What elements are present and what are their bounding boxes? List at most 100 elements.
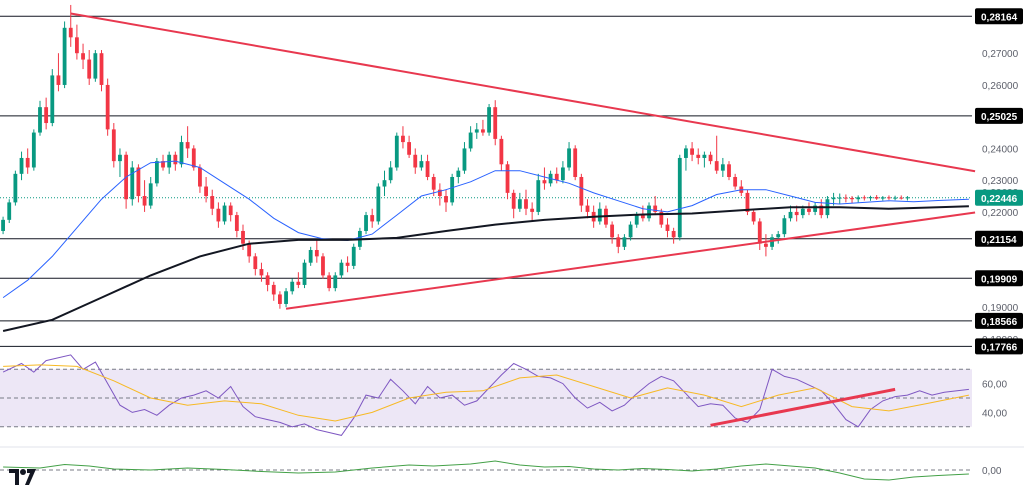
candle-body [764, 243, 768, 247]
candle-body [50, 75, 55, 124]
candle-body [308, 250, 313, 263]
candle-body [819, 205, 824, 216]
candle-body [241, 230, 245, 244]
level-tag-label: 0,19909 [981, 274, 1018, 285]
candle-body [880, 197, 885, 199]
candle-body [345, 262, 350, 266]
candle-body [370, 215, 375, 222]
candle-body [640, 215, 645, 219]
candle-body [567, 148, 571, 168]
candle-body [714, 161, 719, 171]
candle-body [610, 224, 615, 238]
candle-body [456, 170, 461, 177]
rsi-line [2, 354, 969, 436]
candle-body [444, 196, 448, 203]
ma-blue-line [2, 160, 969, 299]
candle-body [407, 142, 412, 155]
candle-body [173, 154, 178, 165]
rsi-tick-label: 60,00 [982, 380, 1007, 391]
candle-body [702, 154, 707, 158]
candle-body [843, 197, 848, 199]
candle-body [431, 177, 436, 190]
candle-body [31, 132, 36, 168]
candle-body [333, 275, 338, 289]
candle-body [499, 138, 504, 165]
candle-body [757, 221, 762, 244]
current-price-tag [975, 189, 1023, 206]
candle-body [228, 205, 233, 216]
candle-body [154, 161, 159, 184]
candle-body [887, 197, 891, 199]
candle-body [62, 27, 67, 85]
candle-body [314, 250, 319, 257]
level-tag-label: 0,28164 [981, 12, 1018, 23]
candle-body [585, 205, 590, 212]
candle-body [462, 148, 467, 171]
candle-body [296, 281, 301, 285]
current-price-label: 0,22446 [981, 194, 1018, 205]
candle-body [856, 197, 861, 200]
candle-body [161, 161, 165, 168]
candle-body [222, 205, 227, 222]
candle-body [271, 284, 276, 295]
candle-body [278, 294, 282, 304]
candle-body [554, 173, 559, 181]
candle-body [351, 246, 356, 266]
candle-body [800, 208, 805, 216]
candle-body [142, 196, 147, 206]
candle-body [474, 129, 479, 133]
candle-body [776, 234, 781, 238]
candle-body [653, 205, 658, 212]
osc-tick-label: 0,00 [982, 466, 1002, 477]
candle-body [468, 132, 473, 149]
candle-body [573, 148, 578, 177]
candle-body [394, 135, 399, 168]
candle-body [259, 269, 264, 276]
candle-body [56, 75, 61, 85]
candle-body [511, 192, 516, 209]
candle-body [745, 192, 750, 212]
y-tick-label: 0,27000 [982, 49, 1019, 60]
candle-body [364, 215, 368, 231]
candle-body [216, 208, 221, 222]
candle-body [634, 215, 639, 225]
candle-body [74, 37, 79, 54]
candle-body [481, 129, 485, 133]
candle-body [339, 262, 344, 276]
candle-body [93, 53, 98, 79]
candle-body [893, 197, 898, 199]
candle-body [302, 262, 307, 285]
candle-body [647, 205, 651, 219]
candle-body [191, 148, 196, 168]
candle-body [450, 177, 455, 203]
candle-body [419, 161, 424, 168]
trendline [285, 211, 976, 310]
candle-body [665, 224, 670, 231]
candle-body [831, 197, 836, 200]
candle-body [690, 148, 694, 155]
candle-body [720, 164, 725, 171]
candle-body [247, 243, 252, 257]
level-tag-label: 0,17766 [981, 342, 1018, 353]
candle-body [99, 53, 104, 85]
trendline [70, 12, 976, 173]
osc-line [3, 460, 969, 481]
candle-body [148, 183, 153, 206]
candle-body [185, 142, 190, 149]
candle-body [253, 256, 258, 270]
level-tag-label: 0,25025 [981, 112, 1018, 123]
candle-body [210, 196, 215, 209]
candle-body [413, 154, 418, 168]
candle-body [505, 164, 510, 193]
candle-body [25, 157, 30, 168]
candle-body [81, 53, 85, 60]
candle-body [13, 173, 18, 203]
candle-body [677, 157, 682, 238]
candle-body [813, 205, 818, 212]
candle-body [487, 107, 491, 133]
level-tag [975, 8, 1023, 25]
candle-body [284, 291, 288, 304]
candle-body [234, 215, 239, 231]
candle-body [616, 237, 621, 247]
candle-body [899, 197, 904, 199]
